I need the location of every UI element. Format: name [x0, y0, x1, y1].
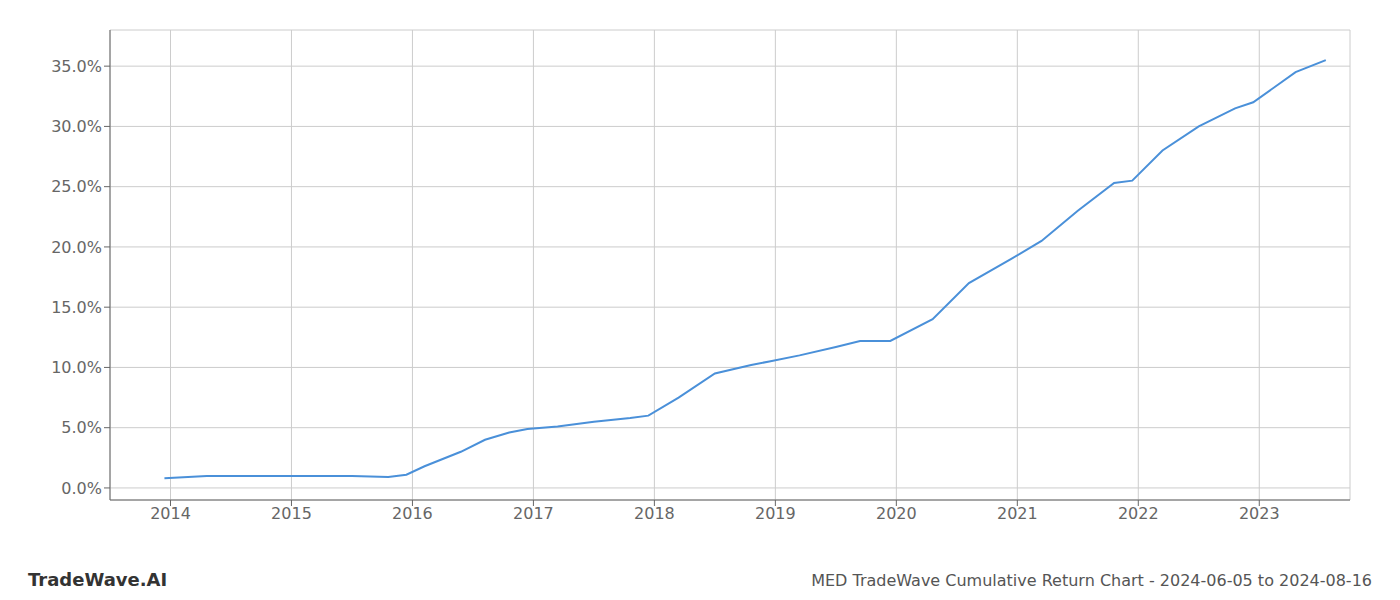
svg-text:2018: 2018: [634, 504, 675, 523]
html-text:TradeWave.AI: TradeWave.AI: [28, 569, 168, 590]
svg-text:35.0%: 35.0%: [51, 57, 102, 76]
svg-text:2015: 2015: [271, 504, 312, 523]
svg-text:2017: 2017: [513, 504, 554, 523]
svg-text:2016: 2016: [392, 504, 433, 523]
svg-text:25.0%: 25.0%: [51, 177, 102, 196]
svg-text:2019: 2019: [755, 504, 796, 523]
svg-text:0.0%: 0.0%: [61, 479, 102, 498]
svg-text:2022: 2022: [1118, 504, 1159, 523]
svg-text:30.0%: 30.0%: [51, 117, 102, 136]
svg-text:5.0%: 5.0%: [61, 418, 102, 437]
svg-text:2014: 2014: [150, 504, 191, 523]
svg-text:10.0%: 10.0%: [51, 358, 102, 377]
svg-text:20.0%: 20.0%: [51, 238, 102, 257]
svg-text:2023: 2023: [1239, 504, 1280, 523]
svg-text:2021: 2021: [997, 504, 1038, 523]
svg-text:15.0%: 15.0%: [51, 298, 102, 317]
html-text:MED TradeWave Cumulative Retur: MED TradeWave Cumulative Return Chart - …: [811, 571, 1372, 590]
svg-text:2020: 2020: [876, 504, 917, 523]
